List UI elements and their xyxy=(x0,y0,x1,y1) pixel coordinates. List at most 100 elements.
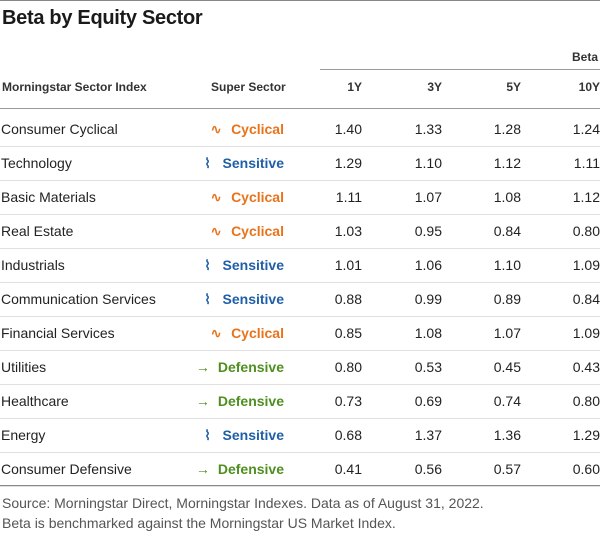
super-sector: → Defensive xyxy=(192,452,284,486)
beta-10y: 0.43 xyxy=(572,359,600,375)
super-sector: ∿ Cyclical xyxy=(205,180,284,214)
bottom-rule xyxy=(0,485,600,486)
header-rule xyxy=(0,108,600,109)
sector-name: Technology xyxy=(1,155,72,171)
beta-1y: 1.11 xyxy=(335,189,362,205)
beta-3y: 1.10 xyxy=(414,155,442,171)
source-line: Source: Morningstar Direct, Morningstar … xyxy=(2,495,484,511)
cyclical-wave-icon: ∿ xyxy=(210,223,222,239)
beta-10y: 1.11 xyxy=(573,155,600,171)
col-header-10y: 10Y xyxy=(578,80,600,94)
beta-1y: 0.88 xyxy=(334,291,362,307)
beta-10y: 1.09 xyxy=(572,257,600,273)
beta-3y: 0.95 xyxy=(414,223,442,239)
benchmark-note: Beta is benchmarked against the Mornings… xyxy=(2,515,396,531)
cyclical-wave-icon: ∿ xyxy=(210,189,222,205)
super-sector-label: Defensive xyxy=(217,393,284,409)
super-sector: ∿ Cyclical xyxy=(205,112,284,146)
super-sector: ⌇ Sensitive xyxy=(197,248,284,282)
beta-1y: 1.40 xyxy=(334,121,362,137)
super-sector: ⌇ Sensitive xyxy=(197,146,284,180)
sector-name: Communication Services xyxy=(1,291,156,307)
table-row: Healthcare → Defensive 0.73 0.69 0.74 0.80 xyxy=(0,384,600,419)
beta-3y: 1.37 xyxy=(414,427,442,443)
beta-3y: 0.53 xyxy=(414,359,442,375)
sector-name: Energy xyxy=(1,427,46,443)
beta-3y: 1.33 xyxy=(414,121,442,137)
beta-1y: 0.80 xyxy=(334,359,362,375)
table-row: Real Estate ∿ Cyclical 1.03 0.95 0.84 0.80 xyxy=(0,214,600,249)
beta-group-rule xyxy=(320,69,600,70)
table-row: Consumer Cyclical ∿ Cyclical 1.40 1.33 1.28 1.… xyxy=(0,112,600,147)
beta-5y: 0.89 xyxy=(493,291,521,307)
beta-1y: 0.85 xyxy=(334,325,362,341)
page-title: Beta by Equity Sector xyxy=(2,7,203,29)
beta-5y: 1.08 xyxy=(493,189,521,205)
beta-group-header: Beta xyxy=(571,50,598,64)
super-sector: ∿ Cyclical xyxy=(205,214,284,248)
defensive-arrow-icon: → xyxy=(195,461,210,477)
beta-1y: 0.73 xyxy=(334,393,362,409)
beta-10y: 1.09 xyxy=(572,325,600,341)
table-row: Consumer Defensive → Defensive 0.41 0.56 0.57… xyxy=(0,452,600,487)
sector-name: Industrials xyxy=(1,257,65,273)
table-row: Industrials ⌇ Sensitive 1.01 1.06 1.10 1.09 xyxy=(0,248,600,283)
super-sector-label: Cyclical xyxy=(231,189,284,205)
col-header-5y: 5Y xyxy=(506,80,521,94)
cyclical-wave-icon: ∿ xyxy=(210,325,222,341)
beta-3y: 1.07 xyxy=(414,189,442,205)
beta-5y: 0.74 xyxy=(493,393,521,409)
col-header-1y: 1Y xyxy=(347,80,362,94)
beta-1y: 1.03 xyxy=(334,223,362,239)
sensitive-zigzag-icon: ⌇ xyxy=(204,155,211,171)
beta-3y: 1.06 xyxy=(414,257,442,273)
table-row: Communication Services ⌇ Sensitive 0.88 0.99… xyxy=(0,282,600,317)
defensive-arrow-icon: → xyxy=(195,393,210,409)
beta-5y: 0.57 xyxy=(493,461,521,477)
super-sector-label: Sensitive xyxy=(222,291,284,307)
beta-1y: 1.01 xyxy=(334,257,362,273)
table-row: Energy ⌇ Sensitive 0.68 1.37 1.36 1.29 xyxy=(0,418,600,453)
beta-5y: 1.07 xyxy=(493,325,521,341)
table-row: Basic Materials ∿ Cyclical 1.11 1.07 1.08 1.12 xyxy=(0,180,600,215)
table-row: Financial Services ∿ Cyclical 0.85 1.08 1.07 1… xyxy=(0,316,600,351)
sector-name: Consumer Cyclical xyxy=(1,121,118,137)
cyclical-wave-icon: ∿ xyxy=(210,121,222,137)
beta-10y: 1.24 xyxy=(572,121,600,137)
beta-5y: 1.36 xyxy=(493,427,521,443)
sensitive-zigzag-icon: ⌇ xyxy=(204,427,211,443)
col-header-3y: 3Y xyxy=(427,80,442,94)
beta-3y: 0.99 xyxy=(414,291,442,307)
col-header-sector: Morningstar Sector Index xyxy=(2,80,147,94)
sensitive-zigzag-icon: ⌇ xyxy=(204,257,211,273)
super-sector: ⌇ Sensitive xyxy=(197,282,284,316)
beta-5y: 1.28 xyxy=(493,121,521,137)
super-sector-label: Sensitive xyxy=(222,257,284,273)
sector-name: Healthcare xyxy=(1,393,69,409)
beta-10y: 0.60 xyxy=(572,461,600,477)
sector-name: Consumer Defensive xyxy=(1,461,132,477)
beta-5y: 0.45 xyxy=(493,359,521,375)
super-sector: → Defensive xyxy=(192,350,284,384)
beta-5y: 1.12 xyxy=(493,155,521,171)
beta-1y: 0.41 xyxy=(334,461,362,477)
super-sector-label: Sensitive xyxy=(222,427,284,443)
super-sector: ⌇ Sensitive xyxy=(197,418,284,452)
sensitive-zigzag-icon: ⌇ xyxy=(204,291,211,307)
sector-name: Basic Materials xyxy=(1,189,96,205)
super-sector-label: Cyclical xyxy=(231,121,284,137)
beta-10y: 1.12 xyxy=(572,189,600,205)
sector-name: Utilities xyxy=(1,359,47,375)
beta-1y: 1.29 xyxy=(334,155,362,171)
super-sector-label: Sensitive xyxy=(222,155,284,171)
col-header-super-sector: Super Sector xyxy=(211,80,286,94)
beta-10y: 0.84 xyxy=(572,291,600,307)
beta-3y: 0.56 xyxy=(414,461,442,477)
super-sector-label: Defensive xyxy=(217,359,284,375)
super-sector-label: Cyclical xyxy=(231,223,284,239)
beta-10y: 0.80 xyxy=(572,223,600,239)
beta-5y: 1.10 xyxy=(493,257,521,273)
beta-5y: 0.84 xyxy=(493,223,521,239)
sector-name: Financial Services xyxy=(1,325,115,341)
